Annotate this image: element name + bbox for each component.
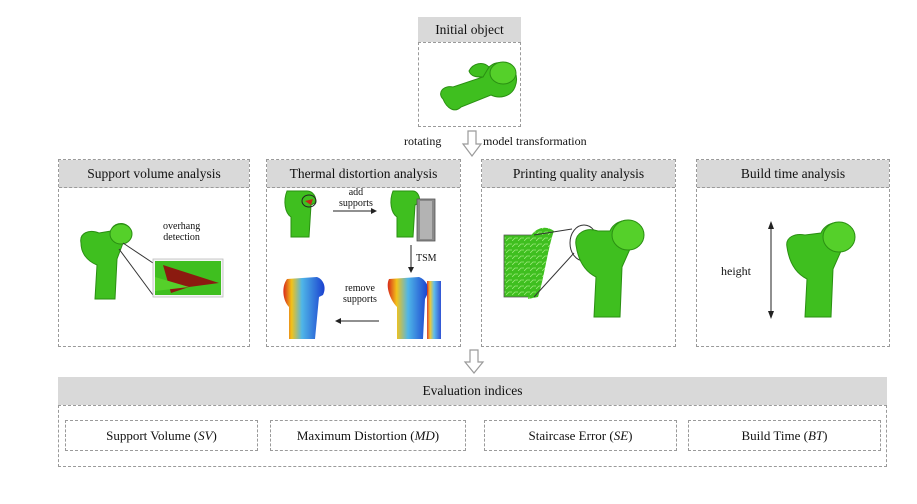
panel-thermal-distortion-title: Thermal distortion analysis bbox=[267, 160, 460, 188]
panel-build-time-title: Build time analysis bbox=[697, 160, 889, 188]
height-label: height bbox=[721, 264, 751, 278]
panel-printing-quality-title: Printing quality analysis bbox=[482, 160, 675, 188]
initial-object-title: Initial object bbox=[418, 17, 521, 42]
panel-support-volume-title: Support volume analysis bbox=[59, 160, 249, 188]
index-staircase-error-abbr: SE bbox=[613, 427, 629, 443]
index-maximum-distortion: Maximum Distortion (MD) bbox=[270, 420, 466, 451]
index-support-volume-name: Support Volume bbox=[106, 427, 191, 443]
initial-object-frame bbox=[418, 42, 521, 127]
panel-support-volume: Support volume analysis overhang detecti… bbox=[58, 159, 250, 347]
index-support-volume: Support Volume (SV) bbox=[65, 420, 258, 451]
panel-printing-quality: Printing quality analysis bbox=[481, 159, 676, 347]
evaluation-title: Evaluation indices bbox=[58, 377, 887, 405]
rotating-label: rotating bbox=[404, 134, 442, 148]
remove-supports-label: remove supports bbox=[343, 283, 377, 305]
panel-build-time: Build time analysis height bbox=[696, 159, 890, 347]
index-build-time: Build Time (BT) bbox=[688, 420, 881, 451]
index-build-time-abbr: BT bbox=[807, 427, 824, 443]
model-transformation-label: model transformation bbox=[483, 134, 587, 148]
femur-model-buildtime bbox=[768, 221, 856, 319]
index-support-volume-abbr: SV bbox=[198, 427, 213, 443]
add-supports-label: add supports bbox=[339, 187, 373, 209]
tsm-label: TSM bbox=[416, 253, 437, 264]
overhang-detection-label: overhang detection bbox=[163, 221, 201, 243]
index-build-time-name: Build Time bbox=[741, 427, 801, 443]
index-staircase-error-name: Staircase Error bbox=[528, 427, 607, 443]
femur-model-initial bbox=[440, 61, 517, 111]
femur-model-quality bbox=[503, 219, 645, 318]
down-arrow-top bbox=[461, 130, 483, 157]
thermal-workflow-graphic bbox=[283, 190, 441, 339]
index-maximum-distortion-name: Maximum Distortion bbox=[296, 427, 407, 443]
panel-thermal-distortion: Thermal distortion analysis bbox=[266, 159, 461, 347]
index-maximum-distortion-abbr: MD bbox=[414, 427, 435, 443]
femur-model-support bbox=[80, 223, 224, 300]
index-staircase-error: Staircase Error (SE) bbox=[484, 420, 677, 451]
down-arrow-bottom bbox=[463, 349, 485, 374]
